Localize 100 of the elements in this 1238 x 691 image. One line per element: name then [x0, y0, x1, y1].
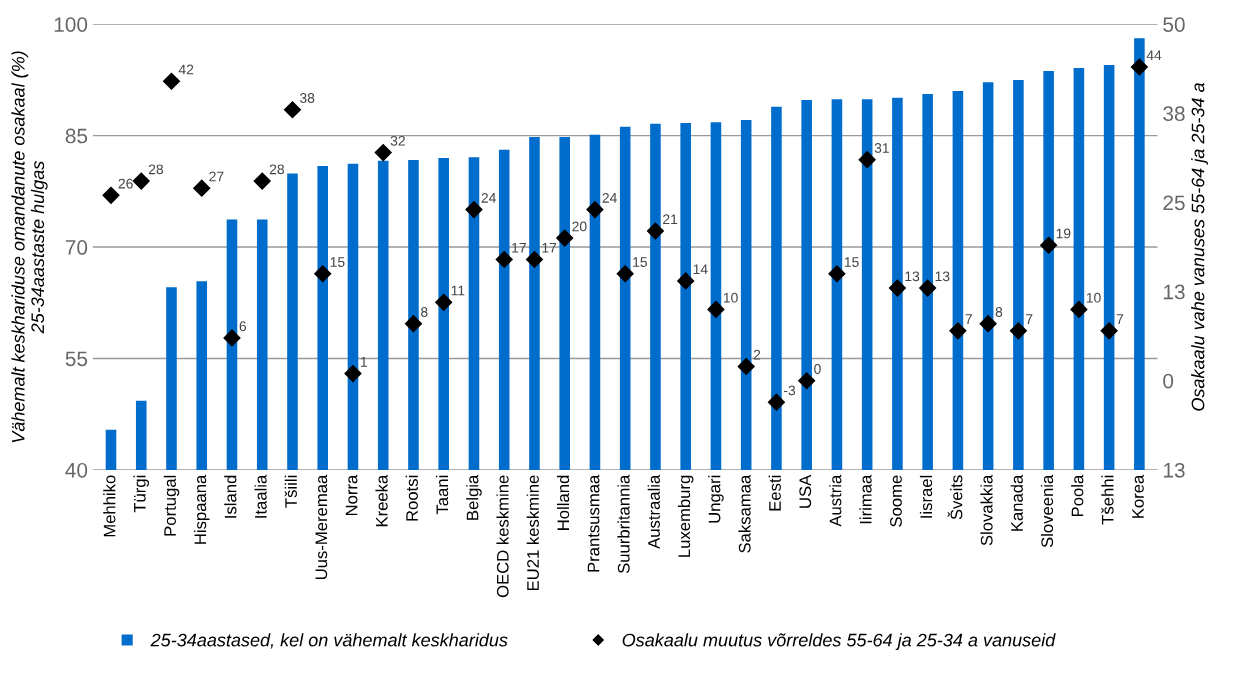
data-label: 0: [814, 364, 821, 374]
data-label: 19: [1056, 228, 1071, 239]
x-tick-label: Tšehhi: [1101, 475, 1114, 525]
x-tick-label: USA: [799, 474, 812, 508]
data-label: 7: [965, 314, 972, 324]
x-tick-label: Tšiili: [284, 475, 297, 508]
data-label: 10: [723, 292, 738, 303]
point: [1130, 58, 1148, 76]
x-tick-label: Prantsusmaa: [587, 474, 600, 572]
data-label: 11: [451, 285, 465, 296]
y2-axis-title: Osakaalu vahe vanuses 55-64 ja 25-34 a: [1191, 83, 1208, 411]
x-tick-label: Rootsi: [405, 475, 418, 521]
point: [223, 329, 241, 347]
legend-label: Osakaalu muutus võrreldes 55-64 ja 25-34 a vanuseid: [622, 633, 1056, 651]
y-tick-label: 55: [65, 351, 88, 367]
point: [888, 279, 906, 297]
point: [798, 372, 816, 390]
data-label: 38: [299, 93, 315, 103]
data-label: 1: [360, 357, 367, 367]
x-tick-label: Uus-Meremaa: [315, 474, 328, 580]
x-tick-label: Korea: [1132, 474, 1144, 518]
x-tick-label: Türgi: [133, 475, 150, 513]
data-label: 10: [1086, 292, 1101, 303]
x-tick-label: EU21 keskmine: [526, 475, 539, 591]
data-label: 15: [330, 257, 345, 267]
x-tick-label: Ungari: [708, 475, 724, 523]
data-label: 28: [148, 164, 164, 175]
x-tick-label: Hispaana: [193, 474, 210, 544]
data-label: 20: [572, 221, 587, 232]
data-label: 42: [178, 64, 194, 75]
point: [949, 322, 967, 340]
point: [132, 172, 150, 190]
point: [556, 229, 574, 247]
point: [1070, 300, 1088, 318]
x-tick-label: Austraalia: [647, 474, 660, 549]
point: [435, 293, 453, 311]
point: [858, 151, 876, 169]
data-label: 8: [995, 307, 1003, 317]
data-label: 24: [602, 192, 617, 203]
x-tick-label: Mehhiko: [103, 475, 116, 537]
data-label: -3: [783, 385, 796, 396]
data-label: 24: [481, 192, 496, 203]
data-label: 21: [663, 214, 678, 225]
data-label: 28: [269, 164, 285, 175]
point: [919, 279, 937, 297]
data-label: 2: [753, 349, 761, 360]
data-label: 13: [935, 271, 950, 282]
point: [828, 265, 846, 283]
x-tick-label: OECD keskmine: [496, 475, 509, 598]
data-label: 7: [1026, 314, 1033, 324]
data-label: 32: [390, 135, 405, 146]
point: [102, 186, 120, 204]
x-tick-label: Slovakkia: [980, 474, 993, 546]
point: [283, 101, 302, 119]
data-label: 26: [118, 178, 133, 189]
x-tick-label: Soome: [890, 475, 902, 527]
y2-tick-label: 13: [1163, 462, 1185, 478]
point: [707, 300, 725, 318]
x-tick-label: Poola: [1071, 474, 1084, 516]
point: [495, 250, 513, 269]
y2-tick-label: 38: [1163, 106, 1185, 122]
x-tick-label: Portugal: [163, 475, 180, 536]
point: [404, 315, 423, 333]
x-tick-label: Luxemburg: [677, 475, 694, 557]
point: [465, 201, 483, 219]
x-tick-label: Island: [224, 475, 237, 518]
data-label: 14: [693, 264, 708, 274]
y2-tick-label: 13: [1163, 284, 1185, 300]
x-tick-label: Norra: [345, 474, 358, 516]
x-tick-label: Holland: [556, 475, 570, 530]
point: [586, 201, 604, 219]
x-tick-label: Austria: [829, 474, 842, 527]
point: [253, 172, 271, 190]
point: [314, 265, 332, 283]
point: [1009, 322, 1027, 340]
y2-tick-label: 50: [1163, 17, 1185, 32]
x-tick-label: Saksamaa: [738, 474, 751, 553]
point: [979, 315, 997, 333]
y-axis-title: Vähemalt keskhariduse omandanute osakaal (%) 25-34aastaste hulgas: [11, 51, 48, 443]
x-tick-label: Sloveenia: [1040, 474, 1054, 548]
data-label: 17: [542, 243, 557, 253]
legend-label: 25-34aastased, kel on vähemalt keskharidus: [150, 633, 508, 649]
point: [525, 250, 544, 269]
y-tick-label: 70: [65, 240, 88, 255]
point: [344, 365, 362, 383]
x-tick-label: Kreeka: [375, 474, 388, 527]
x-tick-label: Eesti: [768, 475, 781, 511]
point: [616, 265, 634, 283]
data-label: 8: [421, 307, 428, 317]
data-label: 15: [844, 257, 859, 267]
data-label: 31: [874, 143, 889, 153]
data-label: 6: [239, 321, 247, 332]
x-tick-label: Iirimaa: [859, 474, 872, 524]
data-label: 44: [1146, 50, 1162, 61]
data-label: 13: [905, 271, 920, 282]
y2-tick-label: 25: [1163, 195, 1185, 211]
data-label: 15: [633, 257, 647, 267]
point: [1040, 236, 1058, 254]
point: [737, 357, 755, 376]
x-tick-label: Iisrael: [919, 475, 933, 518]
